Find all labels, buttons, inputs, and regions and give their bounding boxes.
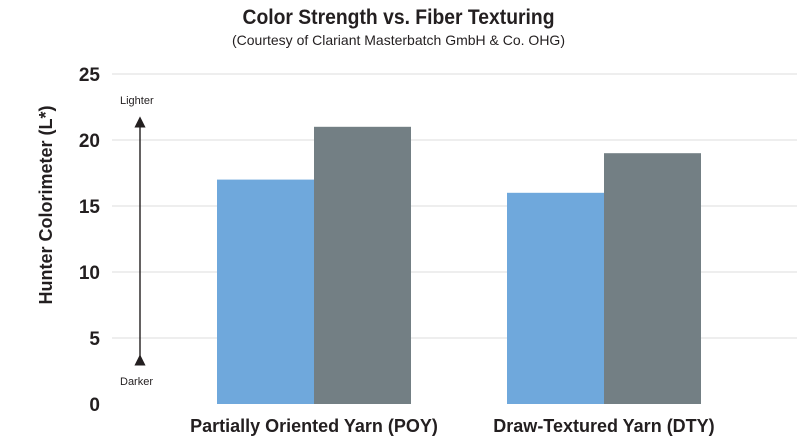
chart-subtitle: (Courtesy of Clariant Masterbatch GmbH &… (232, 32, 565, 48)
bar (217, 179, 314, 404)
x-category-label: Draw-Textured Yarn (DTY) (493, 416, 714, 436)
y-tick-label: 5 (89, 329, 100, 350)
x-category-label: Partially Oriented Yarn (POY) (190, 416, 438, 436)
bar (314, 126, 411, 405)
y-tick-label: 10 (79, 263, 100, 284)
annotation-darker: Darker (120, 376, 153, 388)
y-axis-label: Hunter Colorimeter (L*) (36, 105, 56, 304)
y-tick-label: 15 (79, 197, 101, 218)
y-tick-label: 25 (79, 65, 101, 86)
chart-title: Color Strength vs. Fiber Texturing (242, 6, 555, 29)
y-tick-label: 20 (79, 131, 100, 152)
y-tick-label: 0 (89, 395, 100, 416)
bar (507, 192, 604, 404)
annotation-lighter: Lighter (120, 95, 154, 107)
bar (604, 153, 701, 404)
